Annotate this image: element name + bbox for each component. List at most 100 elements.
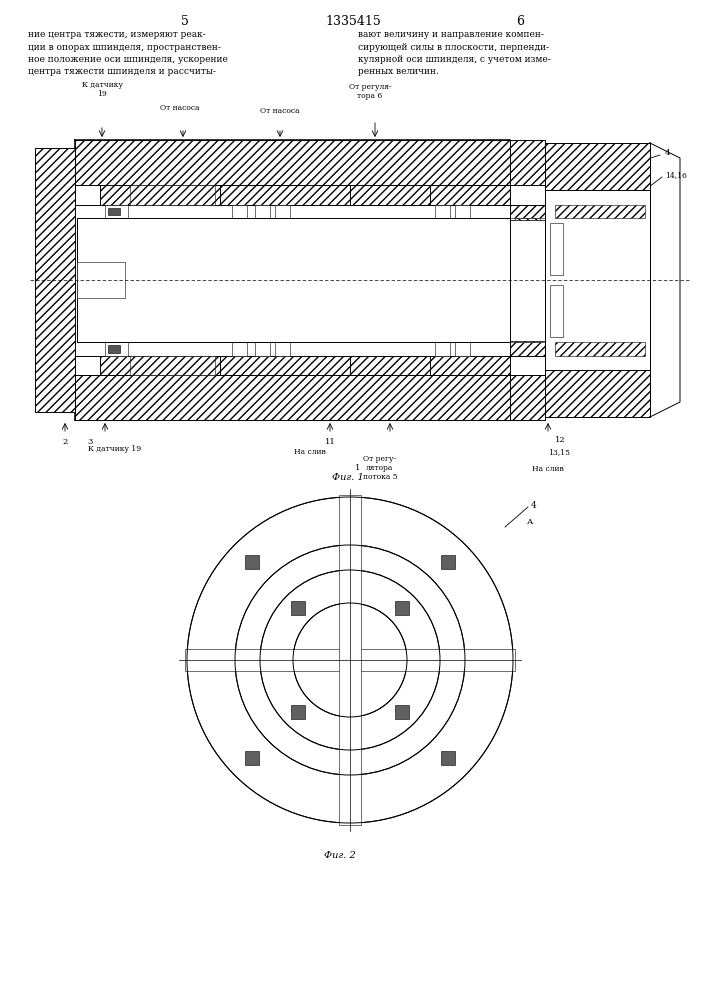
Text: Фиг. 1: Фиг. 1 (332, 473, 364, 482)
Bar (555, 342, 645, 356)
Text: А: А (527, 518, 533, 526)
Wedge shape (378, 582, 408, 616)
Text: На слив: На слив (532, 465, 564, 473)
Wedge shape (304, 575, 330, 611)
Text: 1335415: 1335415 (325, 15, 381, 28)
Bar (35, 148, 75, 412)
Text: На слив: На слив (294, 448, 326, 456)
Bar (75, 185, 100, 205)
Wedge shape (463, 630, 513, 660)
Bar (35, 135, 680, 425)
Bar (75, 356, 100, 375)
Bar (510, 140, 545, 185)
Bar (220, 356, 350, 375)
Wedge shape (209, 718, 262, 766)
Text: 13,15: 13,15 (548, 448, 570, 456)
Bar (275, 342, 290, 356)
Bar (105, 342, 128, 356)
Bar (185, 649, 515, 671)
Bar (545, 143, 650, 190)
Wedge shape (260, 660, 294, 676)
Bar (510, 341, 545, 342)
Text: ние центра тяжести, измеряют реак-
ции в опорах шпинделя, пространствен-
ное пол: ние центра тяжести, измеряют реак- ции в… (28, 30, 228, 77)
Bar (435, 205, 450, 218)
Circle shape (235, 545, 465, 775)
Wedge shape (262, 670, 297, 692)
Text: 9: 9 (458, 684, 464, 692)
Text: От регуля-
тора 6: От регуля- тора 6 (349, 83, 391, 100)
Bar (395, 601, 409, 615)
Bar (455, 205, 470, 218)
Bar (430, 356, 510, 375)
Bar (100, 185, 220, 205)
Wedge shape (350, 716, 366, 750)
Text: вают величину и направление компен-
сирующей силы в плоскости, перпенди-
кулярно: вают величину и направление компен- сиру… (358, 30, 551, 77)
Bar (130, 185, 215, 205)
Bar (245, 751, 259, 765)
Wedge shape (281, 697, 314, 729)
Wedge shape (387, 696, 419, 729)
Wedge shape (378, 703, 409, 738)
Bar (75, 375, 510, 420)
Bar (555, 205, 645, 218)
Bar (291, 705, 305, 719)
Wedge shape (334, 716, 351, 750)
Wedge shape (265, 615, 300, 641)
Wedge shape (424, 733, 476, 785)
Text: 2: 2 (62, 438, 68, 446)
Wedge shape (267, 507, 310, 561)
Wedge shape (272, 688, 307, 718)
Text: 12: 12 (555, 436, 566, 444)
Bar (510, 218, 545, 220)
Bar (220, 185, 350, 205)
Bar (510, 205, 545, 220)
Bar (350, 185, 430, 205)
Bar (435, 342, 450, 356)
Wedge shape (349, 497, 378, 547)
Wedge shape (294, 768, 331, 821)
Wedge shape (404, 628, 438, 650)
Bar (395, 705, 409, 719)
Wedge shape (370, 709, 396, 745)
Bar (275, 205, 290, 218)
Bar (108, 208, 120, 215)
Bar (130, 356, 215, 375)
Wedge shape (271, 602, 306, 632)
Text: От регу-
лятора
потока 5: От регу- лятора потока 5 (363, 455, 397, 481)
Wedge shape (281, 591, 313, 624)
Wedge shape (457, 603, 510, 640)
Wedge shape (265, 679, 301, 706)
Bar (339, 495, 361, 825)
Bar (545, 190, 650, 370)
Wedge shape (189, 680, 243, 717)
Bar (108, 345, 120, 353)
Text: К датчику
19: К датчику 19 (81, 81, 122, 98)
Bar (441, 555, 455, 569)
Wedge shape (208, 555, 262, 603)
Bar (105, 205, 128, 218)
Bar (255, 205, 270, 218)
Wedge shape (197, 699, 251, 743)
Bar (350, 356, 430, 375)
Bar (430, 185, 510, 205)
Wedge shape (292, 704, 322, 738)
Wedge shape (406, 659, 440, 676)
Wedge shape (399, 614, 435, 641)
Text: 6: 6 (516, 15, 524, 28)
Wedge shape (407, 518, 455, 572)
Bar (77, 262, 125, 298)
Text: 14,16: 14,16 (665, 171, 687, 179)
Text: 5: 5 (181, 15, 189, 28)
Wedge shape (318, 571, 340, 607)
Bar (515, 218, 540, 220)
Wedge shape (450, 698, 503, 742)
Bar (510, 341, 545, 356)
Wedge shape (224, 535, 276, 587)
Bar (441, 751, 455, 765)
Bar (75, 140, 510, 185)
Wedge shape (244, 519, 293, 573)
Wedge shape (438, 717, 492, 765)
Wedge shape (406, 644, 440, 660)
Bar (510, 375, 545, 420)
Bar (550, 285, 563, 337)
